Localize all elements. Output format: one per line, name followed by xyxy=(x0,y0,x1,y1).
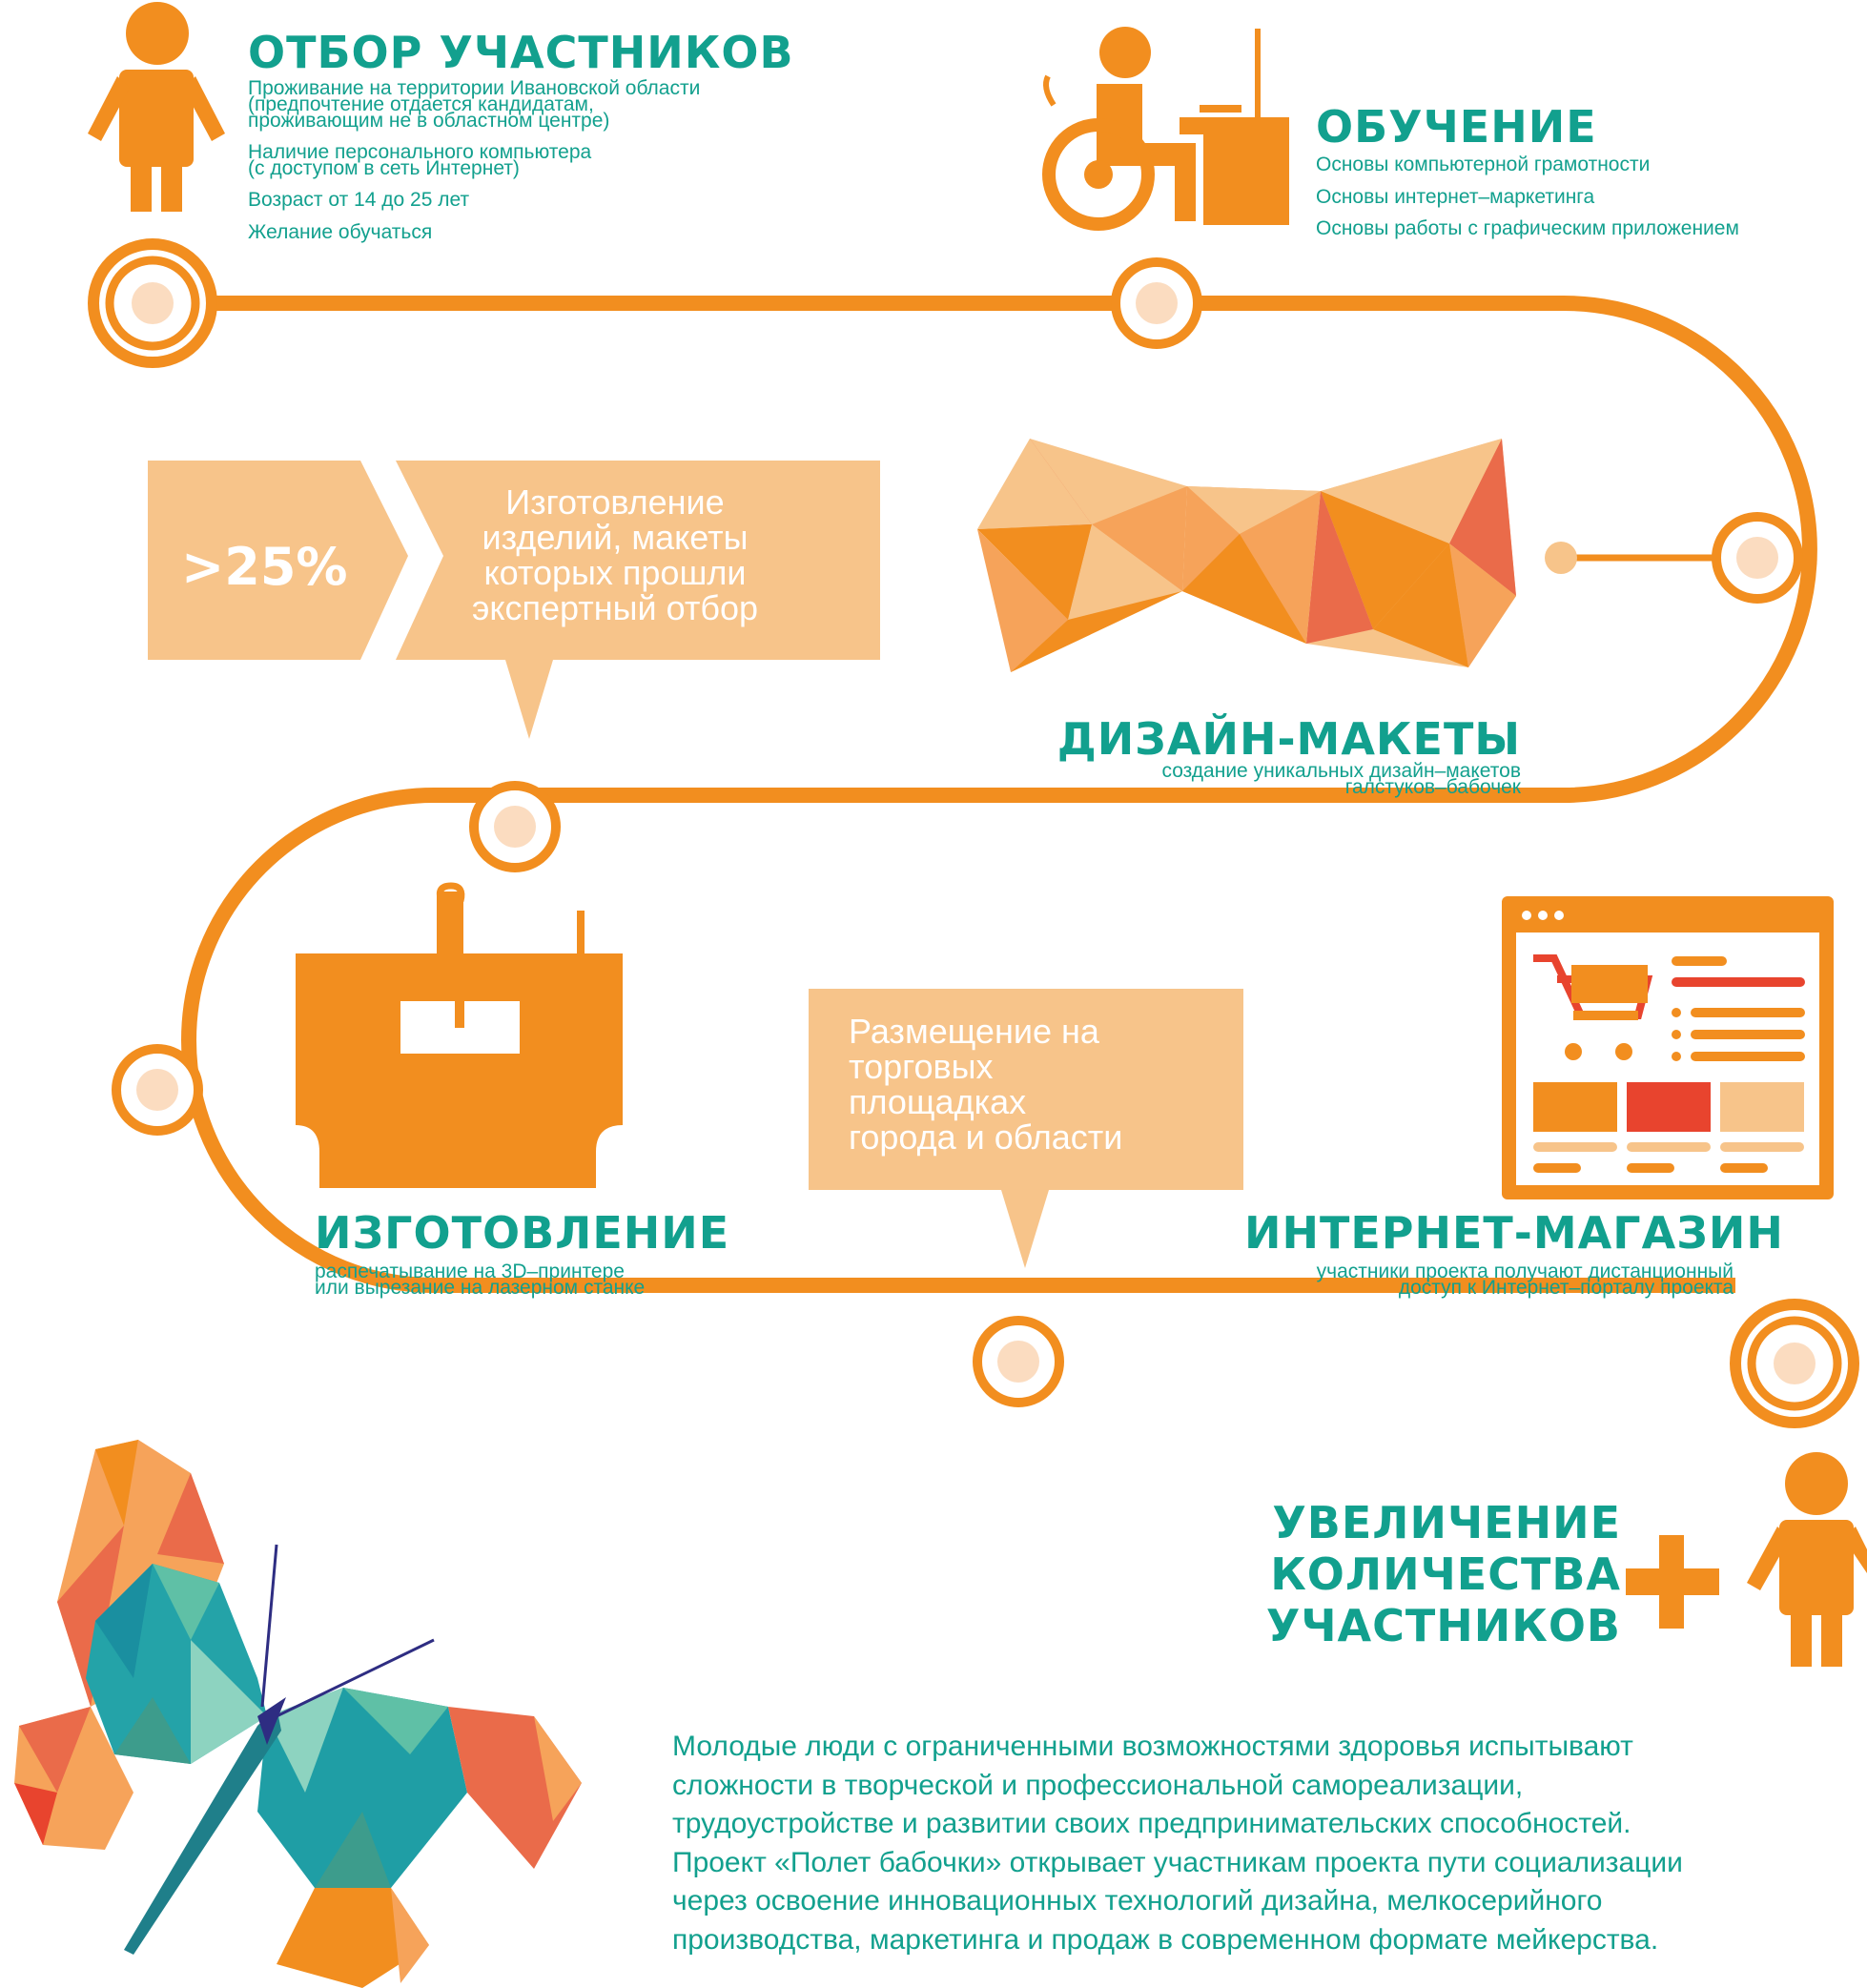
training-line-2: Основы интернет–маркетинга xyxy=(1316,186,1595,208)
milestone-node-design xyxy=(1712,512,1803,604)
timeline-path xyxy=(153,296,1817,1293)
person-icon-bottom xyxy=(1747,1452,1867,1667)
milestone-node-training xyxy=(1111,257,1202,349)
percent-callout-box xyxy=(148,461,408,660)
production-line-2: или вырезание на лазерном станке xyxy=(315,1277,646,1299)
step-selection-title: ОТБОР УЧАСТНИКОВ xyxy=(248,27,794,78)
selection-line-2: (предпочтение отдается кандидатам, xyxy=(248,93,594,115)
selection-line-5: (с доступом в сеть Интернет) xyxy=(248,157,520,179)
selection-line-1: Проживание на территории Ивановской обла… xyxy=(248,77,701,99)
plus-icon xyxy=(1626,1535,1719,1629)
design-line-2: галстуков–бабочек xyxy=(1344,776,1521,798)
milestone-node-selection xyxy=(88,238,217,368)
manufacturing-callout-text: Изготовление изделий, макеты которых про… xyxy=(471,482,758,627)
selection-line-7: Желание обучаться xyxy=(248,221,433,243)
step-production-title: ИЗГОТОВЛЕНИЕ xyxy=(315,1207,730,1259)
shop-line-1: участники проекта получают дистанционный xyxy=(1316,1260,1734,1282)
milestone-node-shop xyxy=(1730,1299,1859,1428)
selection-line-4: Наличие персонального компьютера xyxy=(248,141,592,163)
percent-callout-text: >25% xyxy=(181,537,348,597)
step-design-title: ДИЗАЙН-МАКЕТЫ xyxy=(1057,713,1521,765)
milestone-node-placement xyxy=(973,1316,1064,1407)
project-description: Молодые люди с ограниченными возможностя… xyxy=(672,1731,1683,1956)
production-line-1: распечатывание на 3D–принтере xyxy=(315,1260,625,1282)
step-increase-title: УВЕЛИЧЕНИЕ КОЛИЧЕСТВА УЧАСТНИКОВ xyxy=(1265,1497,1621,1651)
training-line-1: Основы компьютерной грамотности xyxy=(1316,154,1651,175)
online-shop-icon xyxy=(1502,896,1834,1199)
manufacturing-callout-box xyxy=(396,461,880,739)
selection-line-3: проживающим не в областном центре) xyxy=(248,110,610,132)
bowtie-connector-dot xyxy=(1545,542,1577,574)
step-training-title: ОБУЧЕНИЕ xyxy=(1316,101,1597,153)
butterfly-icon xyxy=(14,1440,582,1988)
step-shop-title: ИНТЕРНЕТ-МАГАЗИН xyxy=(1244,1207,1784,1259)
milestone-node-manufacturing xyxy=(469,781,561,872)
placement-callout-box xyxy=(809,989,1243,1268)
selection-line-6: Возраст от 14 до 25 лет xyxy=(248,189,470,211)
design-line-1: создание уникальных дизайн–макетов xyxy=(1161,760,1521,782)
wheelchair-desk-icon xyxy=(1042,27,1289,231)
bowtie-icon xyxy=(977,439,1516,672)
shop-line-2: доступ к Интернет–порталу проекта xyxy=(1398,1277,1734,1299)
person-icon xyxy=(88,2,225,212)
machine-icon xyxy=(296,882,623,1188)
placement-callout-text: Размещение на торговых площадках города … xyxy=(849,1012,1123,1157)
training-line-3: Основы работы с графическим приложением xyxy=(1316,217,1739,239)
milestone-node-production xyxy=(112,1044,203,1136)
